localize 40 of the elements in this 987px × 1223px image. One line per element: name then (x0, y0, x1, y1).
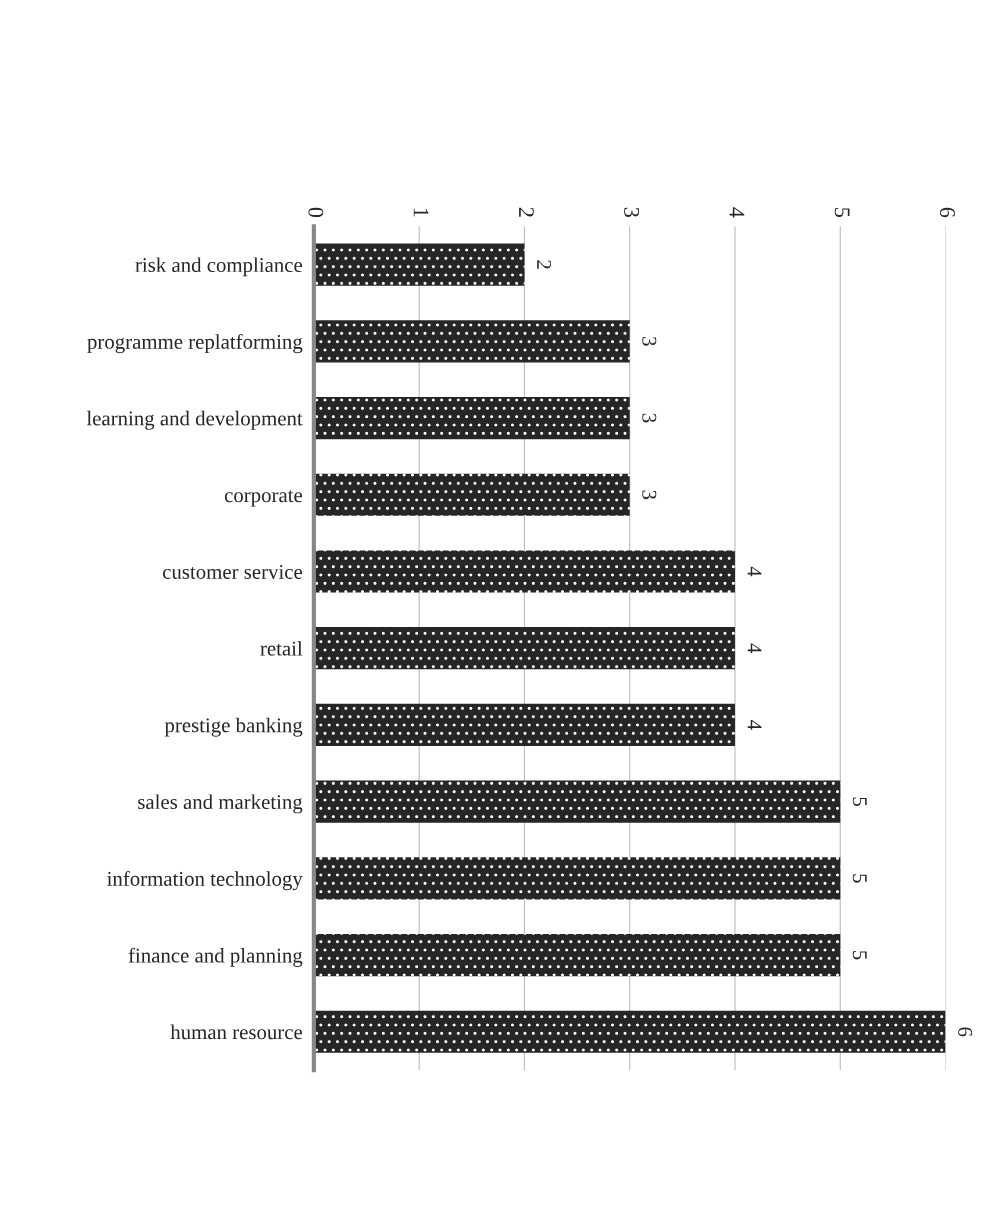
y-tick-label: information technology (107, 871, 303, 891)
x-tick-label: 5 (834, 208, 850, 218)
y-tick-label: retail (260, 640, 303, 656)
x-tick-label: 2 (519, 207, 534, 217)
y-tick-label: prestige banking (164, 717, 303, 737)
data-label: 4 (747, 720, 762, 730)
y-tick-label: learning and development (86, 410, 303, 430)
bar (313, 473, 630, 516)
x-tick-label: 1 (413, 208, 429, 217)
bar (313, 396, 630, 440)
bar (313, 627, 735, 670)
bar (313, 933, 841, 977)
bar (313, 703, 735, 746)
bar (313, 780, 841, 823)
bar (313, 243, 525, 286)
y-tick-label: programme replatforming (87, 333, 303, 354)
data-label: 4 (747, 566, 762, 577)
data-label: 6 (958, 1027, 973, 1037)
y-tick-label: customer service (162, 564, 303, 579)
y-tick-label: corporate (224, 490, 303, 507)
x-tick-label: 3 (624, 207, 640, 218)
y-tick-label: human resource (170, 1024, 303, 1040)
x-tick-label: 0 (308, 207, 324, 218)
bar (313, 857, 841, 900)
data-label: 2 (537, 260, 551, 269)
bar (313, 550, 735, 593)
y-tick-label: finance and planning (128, 947, 303, 967)
data-label: 3 (642, 490, 657, 500)
bar (313, 1010, 946, 1053)
data-label: 5 (852, 951, 867, 960)
bar (313, 320, 630, 363)
x-tick-label: 6 (939, 207, 955, 218)
data-label: 3 (642, 337, 657, 346)
x-tick-label: 4 (729, 207, 745, 218)
data-label: 3 (642, 413, 657, 423)
data-label: 5 (852, 797, 867, 807)
data-label: 4 (747, 643, 762, 654)
data-label: 5 (852, 874, 867, 883)
y-tick-label: sales and marketing (138, 794, 303, 814)
y-tick-label: risk and compliance (135, 257, 303, 277)
